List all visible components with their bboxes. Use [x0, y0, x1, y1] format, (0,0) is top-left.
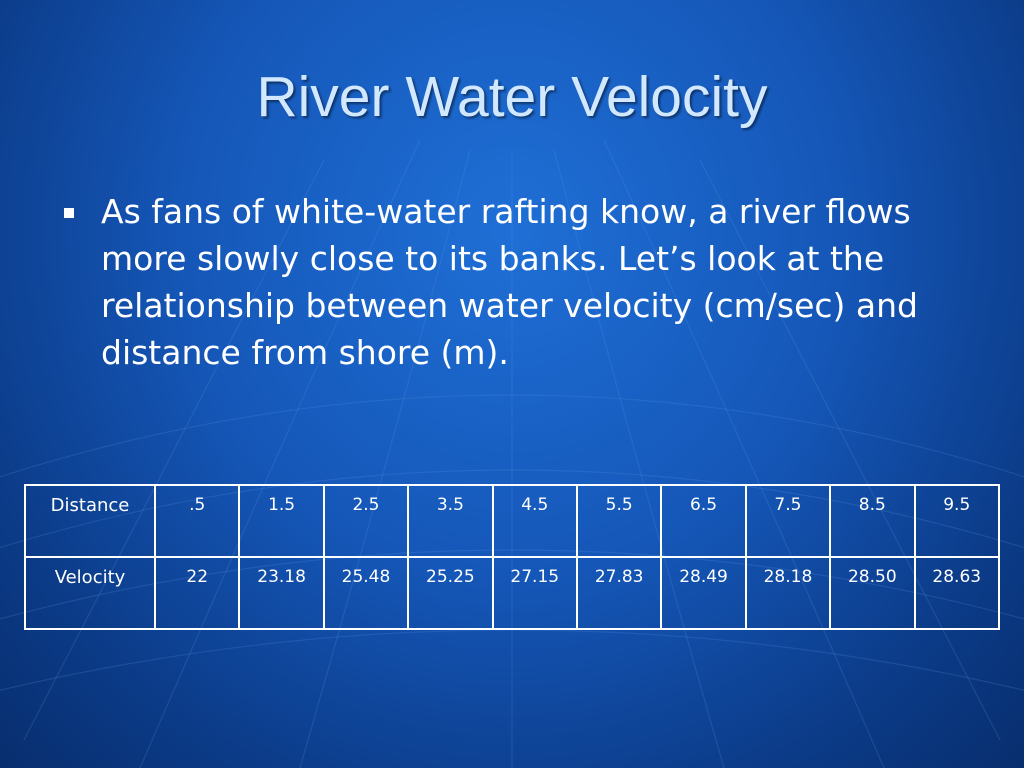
table-cell: 25.48 — [322, 556, 410, 630]
square-bullet-icon — [64, 208, 74, 218]
table-cell: 8.5 — [829, 484, 916, 558]
table-cell: 28.50 — [829, 556, 916, 630]
table-cell: 27.15 — [491, 556, 578, 630]
table-cell: 1.5 — [238, 484, 325, 558]
table-cell: .5 — [153, 484, 241, 558]
table-cell: 2.5 — [322, 484, 410, 558]
table-cell: 5.5 — [575, 484, 663, 558]
table-cell: 7.5 — [744, 484, 832, 558]
velocity-distance-table: Distance .5 1.5 2.5 3.5 4.5 5.5 6.5 7.5 … — [24, 484, 1001, 630]
table-row-velocity: Velocity 22 23.18 25.48 25.25 27.15 27.8… — [24, 556, 1001, 630]
table-cell: 4.5 — [491, 484, 578, 558]
table-row-distance: Distance .5 1.5 2.5 3.5 4.5 5.5 6.5 7.5 … — [24, 484, 1001, 558]
table-cell: 28.49 — [660, 556, 747, 630]
table-cell: 23.18 — [238, 556, 325, 630]
row-header: Distance — [24, 484, 156, 558]
table-cell: 25.25 — [407, 556, 494, 630]
bullet-text: As fans of white-water rafting know, a r… — [101, 192, 918, 372]
table-cell: 28.18 — [744, 556, 832, 630]
table-cell: 22 — [153, 556, 241, 630]
row-header: Velocity — [24, 556, 156, 630]
table-cell: 6.5 — [660, 484, 747, 558]
table-cell: 9.5 — [913, 484, 1001, 558]
table-cell: 28.63 — [913, 556, 1001, 630]
table-cell: 27.83 — [575, 556, 663, 630]
slide-title: River Water Velocity — [256, 65, 768, 129]
table-cell: 3.5 — [407, 484, 494, 558]
